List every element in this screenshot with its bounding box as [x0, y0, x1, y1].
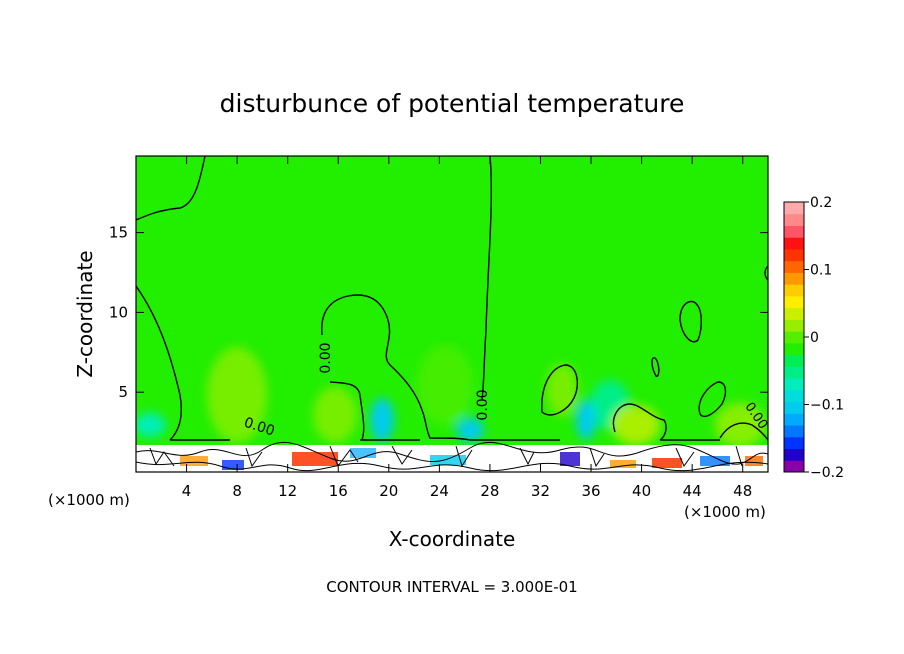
colorbar-swatch	[784, 378, 804, 391]
x-tick-label: 28	[480, 482, 499, 500]
x-tick-label: 48	[733, 482, 752, 500]
contour-line	[719, 422, 768, 441]
contour-line	[612, 403, 667, 441]
colorbar-swatch	[784, 319, 804, 332]
boundary-contour	[136, 441, 768, 465]
y-tick-label: 15	[109, 224, 128, 242]
y-axis-label: Z-coordinate	[73, 250, 97, 377]
colorbar-swatch	[784, 425, 804, 438]
field-blob	[612, 405, 660, 445]
colorbar-swatch	[784, 342, 804, 356]
x-tick-label: 24	[430, 482, 449, 500]
colorbar-swatch	[784, 448, 804, 461]
colorbar-tick-label: 0.1	[810, 263, 832, 279]
field-blobs	[136, 345, 765, 447]
boundary-cell	[610, 460, 636, 468]
x-tick-label: 40	[632, 482, 651, 500]
colorbar-swatch	[784, 389, 804, 403]
colorbar-swatch	[784, 460, 804, 473]
x-tick-label: 32	[531, 482, 550, 500]
contour-label: 0.00	[318, 342, 334, 373]
boundary-layer	[136, 441, 768, 472]
colorbar-swatch	[784, 354, 804, 367]
boundary-cell	[560, 452, 580, 466]
contour-line	[136, 285, 182, 441]
y-tick-label: 5	[118, 383, 128, 401]
field-blob	[370, 398, 394, 442]
x-tick-label: 8	[232, 482, 242, 500]
zero-contours	[136, 156, 768, 441]
x-axis-label: X-coordinate	[389, 527, 516, 551]
x-unit-left: (×1000 m)	[48, 491, 130, 509]
contour-line	[679, 300, 702, 343]
boundary-cell	[222, 460, 244, 470]
x-tick-label: 12	[278, 482, 297, 500]
plot-area: 0.00 0.00 0.00 0.00	[136, 156, 768, 472]
boundary-contour	[136, 461, 768, 472]
x-ticks: 4 8 12 16 20 24 28 32 36 40 44 48	[182, 156, 752, 500]
boundary-cell	[700, 456, 730, 466]
colorbar-swatch	[784, 401, 804, 414]
boundary-cell	[745, 456, 763, 466]
colorbar-swatch	[784, 413, 804, 426]
boundary-contour	[149, 445, 743, 468]
field-blob	[207, 347, 267, 443]
field-blob	[576, 400, 596, 440]
contour-line	[329, 381, 365, 441]
colorbar: 0.2 0.1 0 −0.1 −0.2	[784, 195, 844, 481]
x-tick-label: 16	[329, 482, 348, 500]
contour-line	[651, 357, 660, 378]
y-ticks: 5 10 15	[109, 224, 768, 401]
chart-title: disturbunce of potential temperature	[220, 89, 685, 118]
colorbar-swatch	[784, 213, 804, 226]
x-unit-right: (×1000 m)	[684, 503, 766, 521]
colorbar-tick-label: −0.2	[810, 465, 844, 481]
y-tick-label: 10	[109, 303, 128, 321]
colorbar-swatch	[784, 331, 804, 344]
colorbar-swatch	[784, 436, 804, 450]
colorbar-swatch	[784, 202, 804, 215]
boundary-cell	[652, 458, 682, 468]
colorbar-swatch	[784, 284, 804, 297]
colorbar-swatch	[784, 295, 804, 309]
colorbar-swatch	[784, 307, 804, 320]
plot-frame	[135, 155, 769, 473]
colorbar-tick-label: 0.2	[810, 195, 832, 211]
x-tick-label: 4	[182, 482, 192, 500]
contour-interval-footer: CONTOUR INTERVAL = 3.000E-01	[326, 578, 577, 596]
x-tick-label: 20	[379, 482, 398, 500]
contour-line	[698, 381, 727, 418]
contour-line	[136, 156, 206, 221]
x-tick-label: 44	[683, 482, 702, 500]
boundary-cell	[350, 448, 376, 458]
contour-label: 0.00	[475, 389, 491, 420]
colorbar-swatch	[784, 272, 804, 285]
field-blob	[313, 387, 357, 443]
contour-labels: 0.00 0.00 0.00 0.00	[242, 342, 768, 439]
colorbar-tick-label: 0	[810, 330, 819, 346]
field-blob	[546, 364, 578, 416]
field-blob	[715, 403, 765, 447]
field-blob	[417, 345, 473, 425]
field-blob	[456, 418, 484, 442]
boundary-cell	[180, 456, 208, 466]
field-blob	[136, 413, 166, 437]
colorbar-tick-label: −0.1	[810, 398, 844, 414]
contour-line	[321, 294, 471, 441]
contour-line	[481, 156, 493, 401]
boundary-cell	[292, 452, 338, 466]
colorbar-frame	[783, 201, 805, 473]
colorbar-swatch	[784, 260, 804, 273]
contour-line	[764, 265, 768, 281]
boundary-cell	[430, 455, 466, 465]
colorbar-swatch	[784, 225, 804, 238]
colorbar-swatch	[784, 366, 804, 379]
colorbar-swatch	[784, 248, 804, 262]
colorbar-swatch	[784, 237, 804, 250]
contour-line	[541, 364, 578, 416]
x-tick-label: 36	[581, 482, 600, 500]
